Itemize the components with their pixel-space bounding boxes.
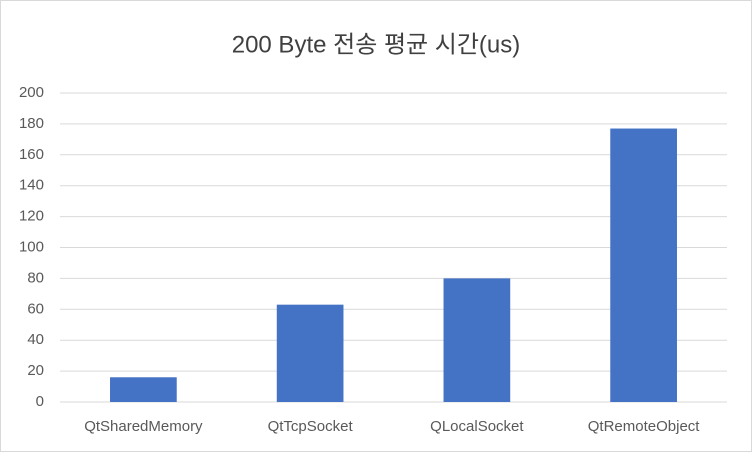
y-tick-label: 160 (19, 146, 44, 163)
chart-title: 200 Byte 전송 평균 시간(us) (232, 31, 521, 58)
x-tick-label: QtSharedMemory (84, 418, 203, 435)
y-tick-label: 140 (19, 177, 44, 194)
x-tick-label: QtTcpSocket (268, 418, 354, 435)
y-tick-label: 100 (19, 238, 44, 255)
x-tick-label: QtRemoteObject (588, 418, 701, 435)
bar (276, 304, 344, 402)
x-tick-label: QLocalSocket (430, 418, 524, 435)
y-tick-label: 80 (27, 269, 44, 286)
bar (443, 278, 511, 402)
y-tick-label: 60 (27, 300, 44, 317)
y-tick-label: 120 (19, 208, 44, 225)
y-tick-label: 40 (27, 331, 44, 348)
bar (610, 128, 677, 402)
y-tick-label: 180 (19, 115, 44, 132)
y-tick-label: 200 (19, 84, 44, 101)
y-tick-label: 0 (36, 393, 44, 410)
y-tick-label: 20 (27, 362, 44, 379)
bar (110, 377, 177, 402)
